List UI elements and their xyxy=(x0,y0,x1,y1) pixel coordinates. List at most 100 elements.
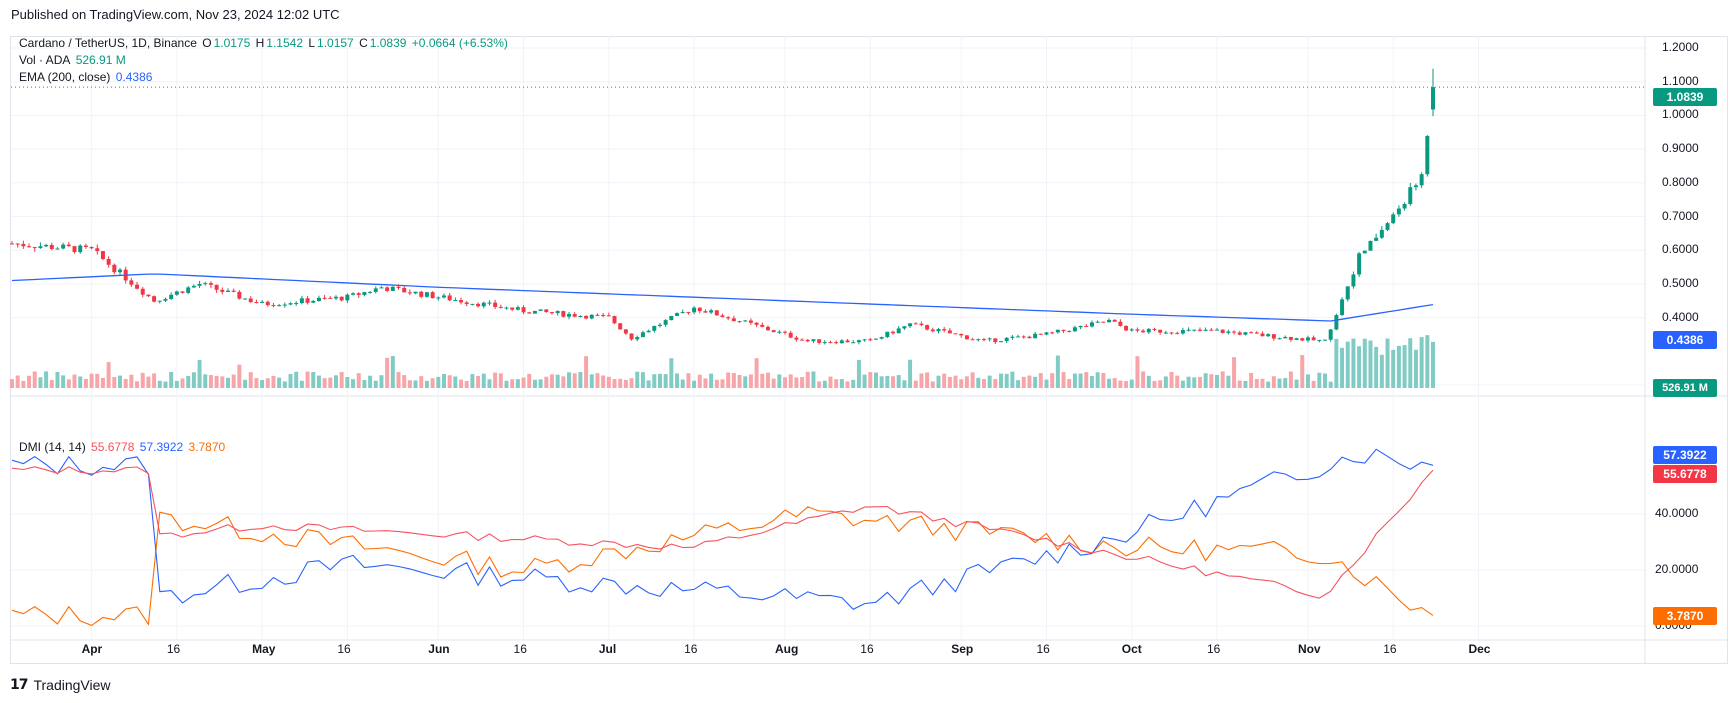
candle-body xyxy=(226,290,230,292)
volume-bar xyxy=(1357,346,1362,388)
volume-bar xyxy=(1402,345,1407,388)
candle-body xyxy=(1084,325,1089,327)
symbol-title: Cardano / TetherUS, 1D, Binance xyxy=(19,36,197,50)
volume-bar xyxy=(794,377,799,388)
candle-body xyxy=(197,283,202,286)
candle-body xyxy=(231,290,236,292)
volume-bar xyxy=(663,374,668,388)
volume-bar xyxy=(316,375,321,388)
volume-bar xyxy=(493,372,498,388)
candle-body xyxy=(1118,321,1123,326)
chart-frame[interactable] xyxy=(10,36,1728,664)
candle-body xyxy=(72,246,77,253)
volume-bar xyxy=(146,376,151,388)
volume-bar xyxy=(1004,373,1009,388)
candle-body xyxy=(288,303,293,305)
volume-bar xyxy=(1089,376,1094,388)
tradingview-logo-icon[interactable]: 𝟭𝟳 xyxy=(10,676,29,692)
candle-body xyxy=(538,309,543,311)
candle-body xyxy=(243,298,248,300)
candle-body xyxy=(254,302,259,304)
volume-bar xyxy=(288,374,293,388)
ema-value: 0.4386 xyxy=(115,70,153,84)
candle-body xyxy=(1203,329,1208,331)
open-value: 1.0175 xyxy=(213,36,251,50)
candle-body xyxy=(1300,338,1305,341)
candle-body xyxy=(845,340,850,343)
volume-bar xyxy=(538,379,543,388)
volume-bar xyxy=(1010,371,1015,388)
volume-bar xyxy=(999,373,1004,388)
candle-body xyxy=(1254,332,1259,334)
candle-body xyxy=(413,291,418,294)
change-value: +0.0664 (+6.53%) xyxy=(411,36,508,50)
volume-bar xyxy=(1095,372,1100,388)
candle-body xyxy=(345,294,350,301)
volume-bar xyxy=(942,373,947,388)
volume-bar xyxy=(783,377,788,388)
candle-body xyxy=(981,339,986,341)
volume-bar xyxy=(1078,373,1083,388)
volume-bar xyxy=(83,378,88,388)
candle-body xyxy=(987,338,992,340)
volume-bar xyxy=(629,378,634,388)
volume-bar xyxy=(271,375,276,388)
time-axis-label: Apr xyxy=(81,642,103,656)
candle-body xyxy=(282,304,287,306)
volume-bar xyxy=(214,375,219,388)
volume-bar xyxy=(726,372,731,388)
candle-body xyxy=(686,312,691,314)
volume-bar xyxy=(839,379,844,388)
price-axis-label: 0.8000 xyxy=(1662,174,1699,189)
price-axis-label: 0.5000 xyxy=(1662,275,1699,290)
candle-body xyxy=(521,307,526,313)
volume-bar xyxy=(237,364,242,388)
volume-bar xyxy=(356,373,361,388)
volume-bar xyxy=(78,376,83,388)
volume-bar xyxy=(203,374,208,388)
candle-body xyxy=(1317,339,1322,341)
volume-bar xyxy=(834,379,839,388)
candle-body xyxy=(396,286,401,288)
volume-bar xyxy=(10,379,14,388)
volume-bar xyxy=(595,373,600,388)
dmi-label: DMI (14, 14) xyxy=(19,440,86,454)
volume-bar xyxy=(1112,378,1117,388)
volume-bar xyxy=(476,375,481,388)
candle-body xyxy=(1209,329,1214,331)
candle-body xyxy=(1095,321,1100,323)
candle-body xyxy=(1237,332,1242,335)
candle-body xyxy=(1044,332,1049,335)
volume-bar xyxy=(1243,381,1248,388)
candle-body xyxy=(493,302,498,307)
candle-body xyxy=(1345,286,1350,300)
candle-body xyxy=(118,269,122,273)
price-axis-label: 0.6000 xyxy=(1662,242,1699,257)
volume-bar xyxy=(1141,371,1146,388)
dmi-plus-value: 55.6778 xyxy=(91,440,135,454)
volume-bar xyxy=(32,371,37,388)
volume-bar xyxy=(891,376,896,388)
candle-body xyxy=(1357,253,1362,275)
candle-body xyxy=(572,313,577,317)
candle-body xyxy=(44,244,49,247)
volume-bar xyxy=(282,381,287,388)
volume-bar xyxy=(879,376,884,388)
brand-name[interactable]: TradingView xyxy=(33,676,111,693)
volume-value: 526.91 M xyxy=(75,53,126,67)
volume-bar xyxy=(118,375,122,388)
candle-body xyxy=(584,315,589,319)
volume-bar xyxy=(913,380,918,388)
time-axis-label: 16 xyxy=(1383,642,1397,656)
volume-bar xyxy=(669,358,674,388)
volume-bar xyxy=(1163,376,1168,388)
volume-bar xyxy=(584,356,589,388)
candle-body xyxy=(1141,330,1146,333)
volume-bar xyxy=(1180,380,1185,388)
volume-bar xyxy=(765,372,770,388)
volume-bar xyxy=(1408,338,1413,388)
volume-bar xyxy=(470,374,475,388)
volume-bar xyxy=(1192,377,1197,388)
ema-label: EMA (200, close) xyxy=(19,70,111,84)
